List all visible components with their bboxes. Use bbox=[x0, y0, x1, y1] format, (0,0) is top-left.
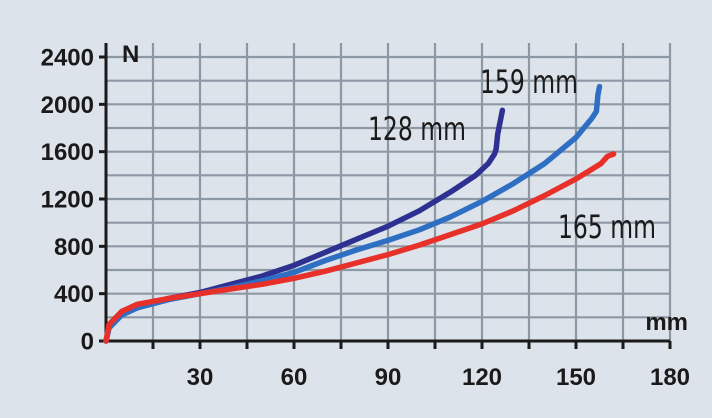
y-tick-label: 2000 bbox=[41, 92, 94, 119]
x-tick-label: 90 bbox=[375, 364, 402, 391]
series-line bbox=[103, 151, 617, 344]
y-tick-label: 1200 bbox=[41, 187, 94, 214]
y-unit-label: N bbox=[122, 41, 139, 68]
series-lines bbox=[103, 83, 617, 344]
x-tick-label: 150 bbox=[556, 364, 596, 391]
y-tick-label: 400 bbox=[54, 281, 94, 308]
y-tick-label: 2400 bbox=[41, 45, 94, 72]
y-tick-label: 1600 bbox=[41, 139, 94, 166]
x-tick-label: 180 bbox=[650, 364, 690, 391]
series-label: 128 mm bbox=[368, 110, 466, 148]
x-tick-label: 60 bbox=[281, 364, 308, 391]
x-tick-label: 120 bbox=[462, 364, 502, 391]
x-unit-label: mm bbox=[645, 309, 688, 336]
labels: 0 400 800 1200 1600 2000 2400 30 60 90 120 150 180 Nm… bbox=[41, 41, 690, 391]
grid bbox=[106, 43, 672, 341]
series-label: 165 mm bbox=[558, 208, 656, 246]
y-tick-label: 0 bbox=[81, 329, 94, 356]
y-tick-label: 800 bbox=[54, 234, 94, 261]
axes bbox=[99, 43, 672, 349]
x-tick-label: 30 bbox=[187, 364, 214, 391]
series-label: 159 mm bbox=[480, 63, 578, 101]
series-line bbox=[103, 83, 603, 344]
